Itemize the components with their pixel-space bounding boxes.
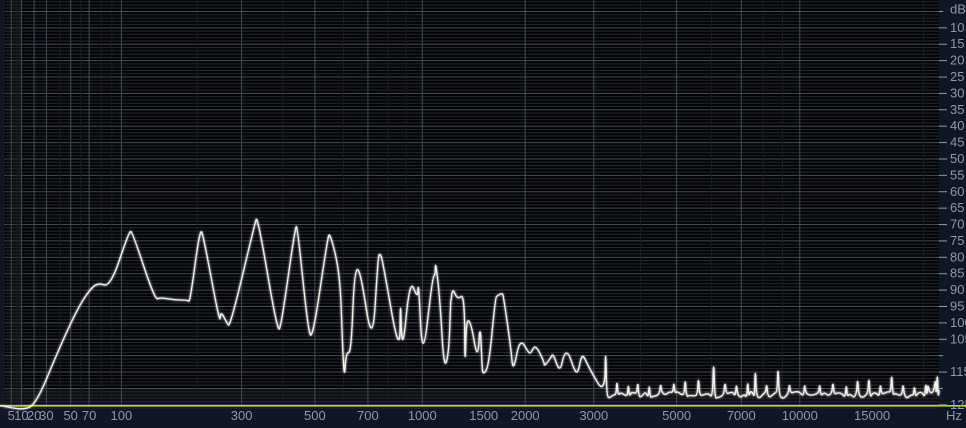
svg-text:70: 70 <box>950 217 964 232</box>
svg-text:105: 105 <box>950 331 966 346</box>
svg-text:1500: 1500 <box>469 408 498 423</box>
svg-text:100: 100 <box>950 315 966 330</box>
svg-text:10: 10 <box>950 20 964 35</box>
svg-text:20: 20 <box>950 53 964 68</box>
svg-text:50: 50 <box>950 151 964 166</box>
svg-text:10000: 10000 <box>782 408 818 423</box>
svg-text:15: 15 <box>950 36 964 51</box>
svg-text:700: 700 <box>357 408 379 423</box>
svg-text:50: 50 <box>63 408 77 423</box>
svg-text:15000: 15000 <box>854 408 890 423</box>
svg-text:60: 60 <box>950 184 964 199</box>
svg-text:95: 95 <box>950 299 964 314</box>
svg-text:40: 40 <box>950 118 964 133</box>
svg-text:500: 500 <box>304 408 326 423</box>
svg-text:300: 300 <box>231 408 253 423</box>
svg-text:85: 85 <box>950 266 964 281</box>
svg-text:65: 65 <box>950 200 964 215</box>
svg-text:115: 115 <box>950 364 966 379</box>
svg-text:45: 45 <box>950 135 964 150</box>
svg-text:dB: dB <box>950 2 966 17</box>
svg-text:30: 30 <box>39 408 53 423</box>
svg-text:90: 90 <box>950 282 964 297</box>
svg-text:35: 35 <box>950 102 964 117</box>
svg-text:30: 30 <box>950 85 964 100</box>
svg-text:125: 125 <box>950 397 966 412</box>
svg-text:1000: 1000 <box>408 408 437 423</box>
svg-text:100: 100 <box>111 408 133 423</box>
svg-text:5000: 5000 <box>662 408 691 423</box>
svg-text:7000: 7000 <box>727 408 756 423</box>
svg-text:70: 70 <box>82 408 96 423</box>
svg-text:25: 25 <box>950 69 964 84</box>
svg-text:55: 55 <box>950 167 964 182</box>
svg-text:2000: 2000 <box>511 408 540 423</box>
svg-text:75: 75 <box>950 233 964 248</box>
svg-text:3000: 3000 <box>579 408 608 423</box>
svg-text:80: 80 <box>950 249 964 264</box>
